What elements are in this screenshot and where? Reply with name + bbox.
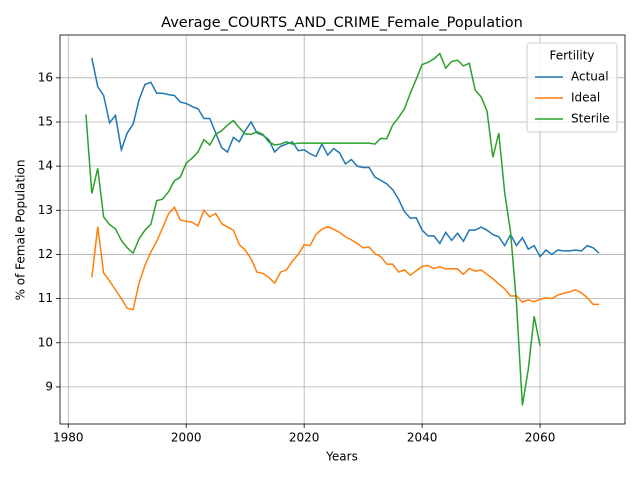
y-tick-label: 14 <box>38 159 53 173</box>
line <box>91 205 600 311</box>
line <box>91 57 600 258</box>
x-tick-label: 2020 <box>289 431 320 445</box>
y-tick-label: 13 <box>38 203 53 217</box>
legend-box <box>526 42 618 133</box>
plot-frame <box>59 34 626 425</box>
x-tick-label: 1980 <box>53 431 84 445</box>
y-tick-label: 12 <box>38 247 53 261</box>
legend-label: Ideal <box>571 91 600 105</box>
chart-title: Average_COURTS_AND_CRIME_Female_Populati… <box>161 15 523 31</box>
x-axis-label: Years <box>325 450 358 464</box>
y-tick-label: 11 <box>38 291 53 305</box>
x-tick-label: 2060 <box>525 431 556 445</box>
x-tick-label: 2040 <box>407 431 438 445</box>
legend-title: Fertility <box>549 49 594 63</box>
x-tick-label: 2000 <box>171 431 202 445</box>
y-axis-label: % of Female Population <box>14 160 28 301</box>
y-tick-label: 9 <box>45 379 53 393</box>
y-tick-label: 10 <box>38 335 53 349</box>
legend: Fertility Actual Ideal Sterile <box>526 42 618 133</box>
y-tick-label: 15 <box>38 114 53 128</box>
line <box>85 52 541 406</box>
legend-label: Sterile <box>571 112 610 126</box>
legend-label: Actual <box>571 70 609 84</box>
y-tick-label: 16 <box>38 70 53 84</box>
